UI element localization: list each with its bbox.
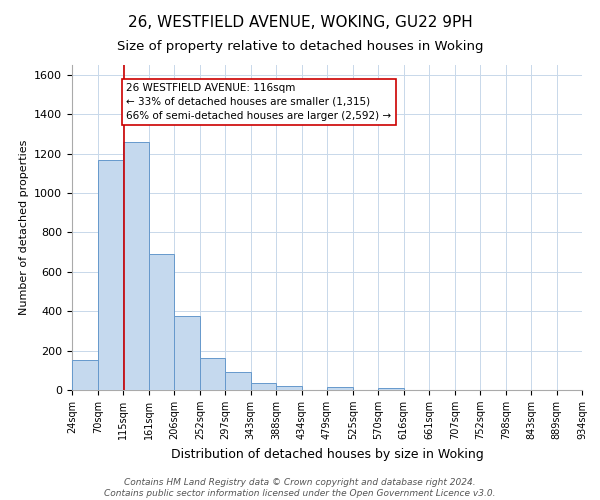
Y-axis label: Number of detached properties: Number of detached properties	[19, 140, 29, 315]
Bar	[149, 254, 174, 390]
Bar	[327, 387, 353, 390]
Bar	[98, 160, 123, 390]
X-axis label: Distribution of detached houses by size in Woking: Distribution of detached houses by size …	[170, 448, 484, 460]
Bar	[123, 142, 149, 390]
Bar	[251, 383, 276, 390]
Bar	[174, 316, 200, 390]
Text: Contains HM Land Registry data © Crown copyright and database right 2024.
Contai: Contains HM Land Registry data © Crown c…	[104, 478, 496, 498]
Bar	[200, 358, 225, 390]
Bar	[276, 386, 302, 390]
Bar	[225, 372, 251, 390]
Bar	[72, 360, 98, 390]
Text: 26 WESTFIELD AVENUE: 116sqm
← 33% of detached houses are smaller (1,315)
66% of : 26 WESTFIELD AVENUE: 116sqm ← 33% of det…	[127, 82, 391, 120]
Text: Size of property relative to detached houses in Woking: Size of property relative to detached ho…	[117, 40, 483, 53]
Bar	[378, 388, 404, 390]
Text: 26, WESTFIELD AVENUE, WOKING, GU22 9PH: 26, WESTFIELD AVENUE, WOKING, GU22 9PH	[128, 15, 472, 30]
